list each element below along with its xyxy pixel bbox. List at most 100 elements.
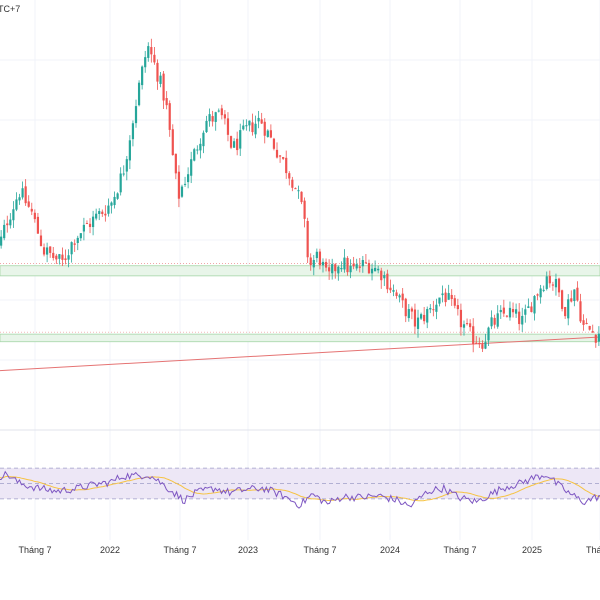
candle-body xyxy=(306,220,309,258)
candle-body xyxy=(361,260,364,267)
candle-body xyxy=(312,259,315,268)
candle xyxy=(208,108,211,127)
candle xyxy=(168,100,171,137)
candle-body xyxy=(15,199,18,210)
time-axis: Tháng 7 2022 Tháng 7 2023 Tháng 7 2024 Tháng 7… xyxy=(18,545,600,555)
candle-body xyxy=(401,293,404,301)
candle-body xyxy=(30,208,33,212)
candle xyxy=(557,277,561,298)
candle xyxy=(190,151,193,184)
candle-body xyxy=(435,304,438,312)
candle xyxy=(98,208,101,221)
candle-body xyxy=(465,323,469,325)
candle xyxy=(508,301,512,321)
candle-body xyxy=(168,103,171,130)
candle xyxy=(386,269,389,294)
candle xyxy=(70,241,73,263)
candle-body xyxy=(395,292,398,296)
candle xyxy=(79,233,82,242)
candle-body xyxy=(49,246,52,253)
support-resistance-zones xyxy=(0,263,600,343)
candle xyxy=(260,112,263,125)
candle xyxy=(9,213,12,229)
candle-body xyxy=(410,308,413,312)
candle xyxy=(116,192,119,200)
candle-body xyxy=(18,197,21,201)
candle-body xyxy=(545,276,548,289)
candle-body xyxy=(521,315,524,325)
candle xyxy=(487,326,490,347)
candle-body xyxy=(309,257,312,266)
candle-body xyxy=(162,73,165,101)
candle xyxy=(303,197,306,228)
candle xyxy=(214,111,217,131)
candle-body xyxy=(91,216,95,228)
time-tick-label: 2022 xyxy=(100,545,120,555)
candle xyxy=(426,306,429,329)
candle-body xyxy=(340,267,343,270)
candle xyxy=(239,123,242,156)
candle-body xyxy=(515,309,518,314)
candle-body xyxy=(533,296,536,314)
candle-body xyxy=(104,213,107,216)
candle xyxy=(435,298,438,320)
candle-body xyxy=(404,298,407,317)
candle-body xyxy=(294,188,297,190)
time-tick-label: Tháng 7 xyxy=(443,545,476,555)
candle xyxy=(67,249,70,268)
candle xyxy=(104,205,107,222)
candle xyxy=(61,247,64,266)
candle xyxy=(232,138,236,148)
candle xyxy=(82,217,85,241)
candle-body xyxy=(487,327,490,341)
candle-body xyxy=(530,306,533,313)
candle-body xyxy=(505,315,509,317)
candle xyxy=(95,208,98,221)
candle-body xyxy=(567,299,570,319)
candle xyxy=(429,304,432,314)
candle-body xyxy=(594,334,597,343)
candle-body xyxy=(64,258,67,260)
candle xyxy=(484,333,487,350)
candle-body xyxy=(101,211,104,214)
candle xyxy=(324,258,328,272)
time-tick-label: 2025 xyxy=(522,545,542,555)
candle xyxy=(456,298,459,316)
timezone-label: TC+7 xyxy=(0,4,20,14)
candle-body xyxy=(386,273,389,290)
candle xyxy=(527,298,530,309)
candle-body xyxy=(199,143,202,151)
candle-body xyxy=(122,173,125,175)
candle-body xyxy=(367,262,371,274)
candle xyxy=(275,142,279,159)
candle xyxy=(113,191,116,209)
candle-body xyxy=(564,307,567,317)
candle-body xyxy=(269,130,272,138)
candle-body xyxy=(297,190,300,192)
candle-body xyxy=(55,255,58,260)
candle xyxy=(395,289,398,299)
candle xyxy=(475,336,478,344)
candle xyxy=(220,104,223,120)
candle-body xyxy=(248,120,251,126)
candle xyxy=(88,218,92,234)
candle xyxy=(594,334,597,348)
candle-body xyxy=(407,309,410,319)
candle-body xyxy=(398,295,401,298)
candle-body xyxy=(459,309,463,328)
candle-body xyxy=(278,155,282,157)
candle xyxy=(493,314,496,329)
time-tick-label: 2024 xyxy=(380,545,400,555)
candle xyxy=(297,185,300,199)
candle-body xyxy=(141,66,144,86)
candle xyxy=(3,219,6,241)
candle xyxy=(469,319,472,332)
candle-body xyxy=(364,262,368,264)
candle-body xyxy=(79,233,82,239)
candle-body xyxy=(202,132,205,147)
candle-body xyxy=(159,75,162,84)
candle xyxy=(119,167,122,196)
candle-body xyxy=(346,257,349,273)
candle xyxy=(564,306,567,319)
